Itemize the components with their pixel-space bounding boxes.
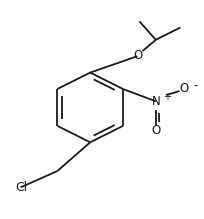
Text: N: N — [151, 95, 159, 108]
Text: +: + — [162, 92, 170, 102]
Text: O: O — [179, 83, 188, 95]
Text: O: O — [150, 124, 160, 136]
Text: O: O — [133, 49, 142, 62]
Text: -: - — [193, 79, 197, 92]
Text: Cl: Cl — [15, 181, 28, 194]
